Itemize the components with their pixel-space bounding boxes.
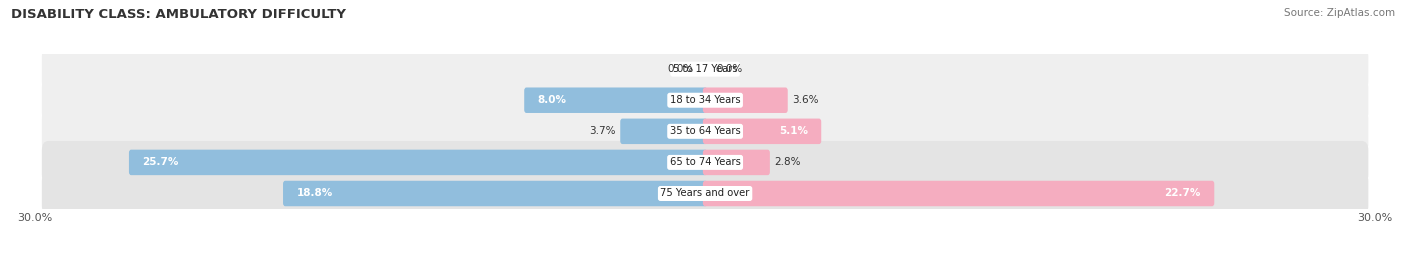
Text: Source: ZipAtlas.com: Source: ZipAtlas.com xyxy=(1284,8,1395,18)
FancyBboxPatch shape xyxy=(703,181,1215,206)
Text: 65 to 74 Years: 65 to 74 Years xyxy=(669,157,741,168)
Text: 8.0%: 8.0% xyxy=(537,95,567,105)
Text: 18.8%: 18.8% xyxy=(297,188,333,199)
Text: 0.0%: 0.0% xyxy=(668,64,695,74)
FancyBboxPatch shape xyxy=(620,118,707,144)
Text: 22.7%: 22.7% xyxy=(1164,188,1201,199)
Text: 2.8%: 2.8% xyxy=(775,157,801,168)
Legend: Male, Female: Male, Female xyxy=(647,265,763,268)
FancyBboxPatch shape xyxy=(42,110,1368,153)
FancyBboxPatch shape xyxy=(42,48,1368,91)
Text: 5 to 17 Years: 5 to 17 Years xyxy=(673,64,737,74)
Text: 35 to 64 Years: 35 to 64 Years xyxy=(669,126,741,136)
Text: 18 to 34 Years: 18 to 34 Years xyxy=(669,95,741,105)
Text: 5.1%: 5.1% xyxy=(779,126,808,136)
Text: 3.6%: 3.6% xyxy=(792,95,818,105)
FancyBboxPatch shape xyxy=(42,172,1368,215)
FancyBboxPatch shape xyxy=(42,79,1368,122)
Text: 0.0%: 0.0% xyxy=(716,64,742,74)
Text: 3.7%: 3.7% xyxy=(589,126,616,136)
FancyBboxPatch shape xyxy=(703,118,821,144)
FancyBboxPatch shape xyxy=(703,87,787,113)
FancyBboxPatch shape xyxy=(42,141,1368,184)
FancyBboxPatch shape xyxy=(524,87,707,113)
FancyBboxPatch shape xyxy=(129,150,707,175)
Text: 25.7%: 25.7% xyxy=(142,157,179,168)
Text: 75 Years and over: 75 Years and over xyxy=(661,188,749,199)
FancyBboxPatch shape xyxy=(283,181,707,206)
FancyBboxPatch shape xyxy=(703,150,770,175)
Text: DISABILITY CLASS: AMBULATORY DIFFICULTY: DISABILITY CLASS: AMBULATORY DIFFICULTY xyxy=(11,8,346,21)
